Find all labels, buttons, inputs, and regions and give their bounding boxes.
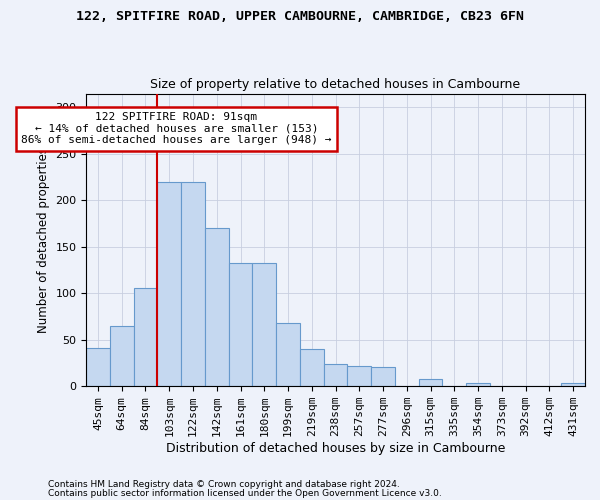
Text: 122, SPITFIRE ROAD, UPPER CAMBOURNE, CAMBRIDGE, CB23 6FN: 122, SPITFIRE ROAD, UPPER CAMBOURNE, CAM… (76, 10, 524, 23)
X-axis label: Distribution of detached houses by size in Cambourne: Distribution of detached houses by size … (166, 442, 505, 455)
Bar (300, 349, 323, 386)
Bar (86, 348, 110, 386)
Bar (419, 379, 442, 386)
Bar (181, 182, 205, 386)
Y-axis label: Number of detached properties: Number of detached properties (37, 147, 50, 333)
Bar (466, 384, 490, 386)
Text: Contains HM Land Registry data © Crown copyright and database right 2024.: Contains HM Land Registry data © Crown c… (48, 480, 400, 489)
Bar (276, 323, 300, 386)
Bar (323, 364, 347, 386)
Bar (253, 262, 276, 386)
Bar (134, 288, 157, 386)
Title: Size of property relative to detached houses in Cambourne: Size of property relative to detached ho… (151, 78, 521, 91)
Bar (561, 384, 585, 386)
Text: 122 SPITFIRE ROAD: 91sqm
← 14% of detached houses are smaller (153)
86% of semi-: 122 SPITFIRE ROAD: 91sqm ← 14% of detach… (21, 112, 332, 146)
Bar (110, 326, 134, 386)
Bar (229, 262, 253, 386)
Bar (205, 228, 229, 386)
Bar (157, 182, 181, 386)
Text: Contains public sector information licensed under the Open Government Licence v3: Contains public sector information licen… (48, 488, 442, 498)
Bar (371, 366, 395, 386)
Bar (347, 366, 371, 386)
